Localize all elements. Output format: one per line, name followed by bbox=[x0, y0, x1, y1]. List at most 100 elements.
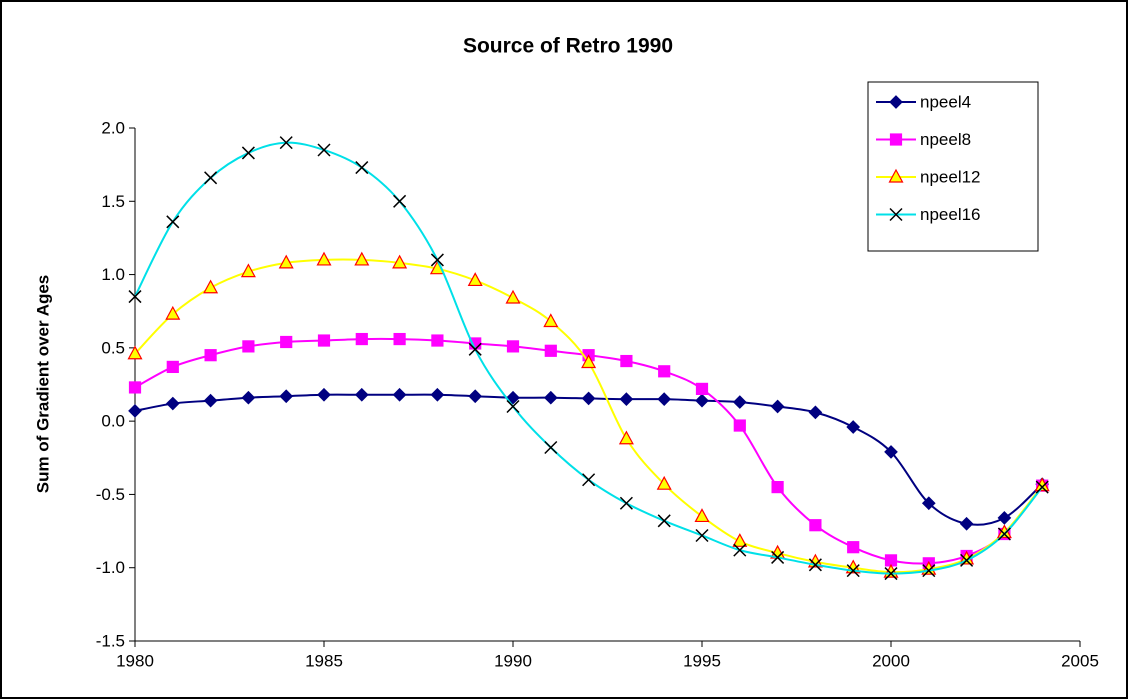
marker bbox=[166, 215, 180, 229]
marker bbox=[317, 143, 331, 157]
marker bbox=[884, 567, 898, 581]
marker bbox=[278, 254, 294, 269]
marker bbox=[582, 473, 596, 487]
legend: npeel4 npeel8 npeel12 npeel16 bbox=[867, 81, 1039, 252]
marker bbox=[658, 365, 671, 378]
chart-title: Source of Retro 1990 bbox=[463, 35, 673, 58]
marker bbox=[656, 475, 672, 490]
marker bbox=[392, 387, 407, 402]
x-tick-label: 1980 bbox=[116, 651, 154, 670]
marker bbox=[204, 171, 218, 185]
marker bbox=[695, 382, 709, 395]
x-tick-label: 2005 bbox=[1061, 651, 1099, 670]
marker bbox=[506, 390, 520, 405]
y-axis-label: Sum of Gradient over Ages bbox=[33, 275, 52, 494]
y-tick-label: 1.0 bbox=[101, 265, 125, 284]
marker bbox=[888, 168, 904, 183]
marker bbox=[241, 146, 255, 160]
marker bbox=[355, 161, 369, 175]
marker bbox=[128, 404, 142, 418]
marker bbox=[695, 393, 709, 408]
marker bbox=[770, 399, 785, 414]
marker bbox=[809, 519, 822, 532]
marker bbox=[846, 564, 860, 578]
marker bbox=[279, 389, 294, 404]
marker bbox=[128, 381, 142, 394]
marker bbox=[960, 553, 974, 567]
marker bbox=[279, 136, 293, 150]
y-tick-label: -1.5 bbox=[96, 631, 125, 650]
marker bbox=[431, 334, 444, 347]
legend-label: npeel16 bbox=[920, 205, 981, 224]
marker bbox=[392, 254, 408, 269]
marker bbox=[922, 564, 936, 578]
marker bbox=[280, 335, 293, 349]
y-tick-label: 0.5 bbox=[101, 338, 125, 357]
marker bbox=[1035, 480, 1049, 494]
series bbox=[127, 251, 1050, 578]
marker bbox=[889, 207, 903, 222]
marker bbox=[618, 430, 634, 445]
marker bbox=[889, 133, 903, 146]
marker bbox=[657, 514, 671, 528]
marker bbox=[771, 550, 785, 564]
marker bbox=[544, 440, 558, 455]
marker bbox=[127, 345, 143, 360]
y-tick-label: -1.0 bbox=[96, 558, 125, 577]
marker bbox=[959, 516, 974, 531]
marker bbox=[203, 393, 218, 408]
x-tick-label: 2000 bbox=[872, 651, 910, 670]
marker bbox=[203, 279, 219, 294]
legend-box bbox=[867, 81, 1039, 252]
x-tick-label: 1985 bbox=[305, 651, 343, 670]
marker bbox=[884, 445, 898, 459]
marker bbox=[317, 334, 331, 347]
marker bbox=[354, 387, 369, 402]
marker bbox=[468, 342, 482, 356]
marker bbox=[467, 272, 483, 287]
marker bbox=[393, 194, 407, 208]
marker bbox=[393, 332, 406, 346]
marker bbox=[921, 496, 936, 511]
marker bbox=[581, 391, 596, 406]
marker bbox=[316, 251, 332, 266]
marker bbox=[128, 290, 142, 304]
marker bbox=[732, 395, 747, 409]
marker bbox=[847, 541, 860, 554]
marker bbox=[846, 420, 861, 434]
y-tick-label: 2.0 bbox=[101, 118, 125, 137]
marker bbox=[430, 387, 445, 402]
marker bbox=[204, 349, 217, 362]
y-tick-label: 0.0 bbox=[101, 412, 125, 431]
marker bbox=[354, 251, 370, 266]
marker bbox=[468, 389, 483, 404]
marker bbox=[889, 95, 903, 109]
marker bbox=[808, 405, 823, 420]
marker bbox=[694, 508, 710, 523]
marker bbox=[506, 399, 520, 414]
y-tick-label: -0.5 bbox=[96, 485, 125, 504]
legend-label: npeel8 bbox=[920, 130, 971, 149]
marker bbox=[430, 253, 444, 267]
marker bbox=[241, 390, 256, 405]
marker bbox=[242, 340, 255, 353]
marker bbox=[619, 392, 634, 407]
marker bbox=[733, 419, 746, 432]
marker bbox=[506, 340, 520, 353]
marker bbox=[317, 387, 331, 402]
x-tick-label: 1990 bbox=[494, 651, 532, 670]
series bbox=[128, 387, 1050, 531]
marker bbox=[657, 392, 672, 407]
legend-label: npeel12 bbox=[920, 167, 981, 186]
marker bbox=[165, 396, 180, 411]
marker bbox=[733, 543, 747, 557]
marker bbox=[505, 289, 521, 304]
marker bbox=[543, 313, 559, 328]
marker bbox=[620, 354, 633, 368]
series bbox=[128, 136, 1049, 581]
marker bbox=[732, 533, 748, 547]
marker bbox=[619, 496, 633, 510]
marker bbox=[165, 305, 181, 320]
marker bbox=[240, 263, 256, 278]
